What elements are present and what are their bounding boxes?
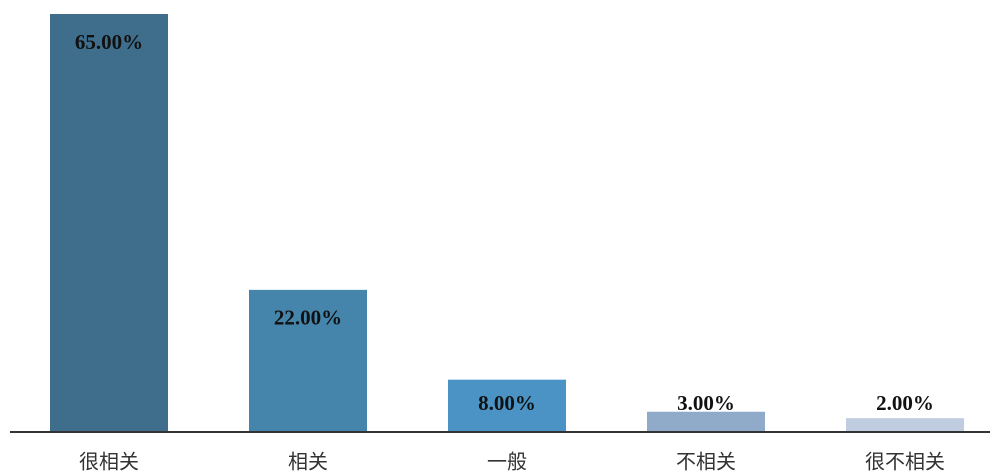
x-tick-label: 一般 [487, 450, 527, 474]
x-tick-label: 不相关 [676, 450, 736, 474]
bar [846, 418, 964, 431]
bar [448, 379, 566, 431]
value-label: 8.00% [478, 391, 536, 415]
bar [249, 289, 367, 431]
bar [647, 411, 765, 431]
x-tick-label: 相关 [288, 450, 328, 474]
value-label: 65.00% [75, 30, 143, 54]
value-label: 22.00% [274, 306, 342, 330]
bar [50, 14, 168, 431]
x-tick-label: 很不相关 [865, 450, 945, 474]
value-label: 3.00% [677, 391, 735, 415]
x-tick-label: 很相关 [79, 450, 139, 474]
value-label: 2.00% [876, 391, 934, 415]
